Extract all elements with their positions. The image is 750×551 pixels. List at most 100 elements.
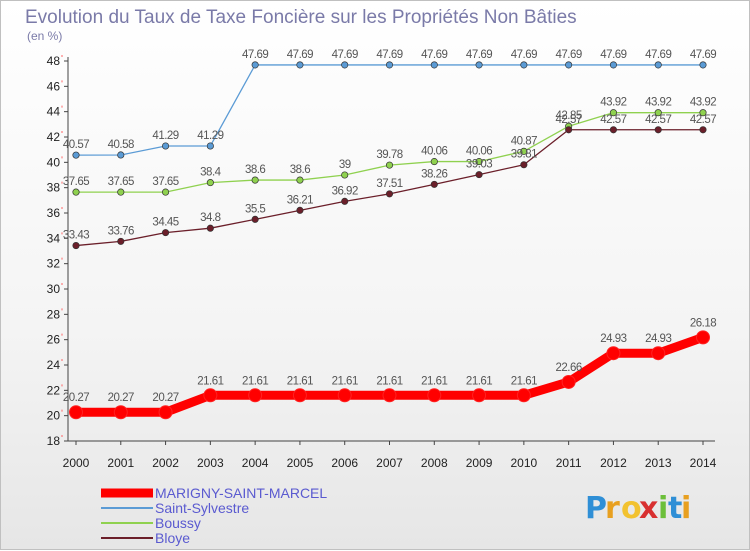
- data-point-saint-sylvestre: [72, 151, 80, 159]
- data-point-bloye: [251, 215, 259, 223]
- data-point-saint-sylvestre: [117, 151, 125, 159]
- y-tick-label: 34: [47, 231, 61, 245]
- x-tick-label: 2000: [63, 456, 90, 470]
- logo-letter: t: [668, 491, 682, 526]
- data-label-marigny-saint-marcel: 20.27: [108, 392, 134, 404]
- data-point-marigny-saint-marcel: [248, 388, 263, 403]
- data-label-marigny-saint-marcel: 20.27: [152, 392, 178, 404]
- data-point-marigny-saint-marcel: [561, 374, 576, 389]
- data-label-saint-sylvestre: 47.69: [242, 49, 268, 61]
- data-label-marigny-saint-marcel: 21.61: [511, 375, 537, 387]
- data-label-boussy: 43.92: [600, 97, 626, 109]
- y-tick-label: 40: [47, 155, 61, 169]
- data-point-saint-sylvestre: [162, 142, 170, 150]
- data-label-saint-sylvestre: 47.69: [511, 49, 537, 61]
- logo-letter: x: [639, 491, 658, 526]
- y-tick-label: 42: [47, 130, 61, 144]
- y-tick-label: 44: [47, 105, 61, 119]
- data-label-bloye: 34.45: [152, 217, 178, 229]
- data-point-saint-sylvestre: [430, 61, 438, 69]
- data-point-marigny-saint-marcel: [69, 405, 83, 420]
- x-tick-label: 2007: [376, 456, 403, 470]
- data-point-marigny-saint-marcel: [516, 388, 531, 403]
- data-point-marigny-saint-marcel: [472, 388, 487, 403]
- chart-title: Evolution du Taux de Taxe Foncière sur l…: [25, 7, 577, 28]
- data-point-marigny-saint-marcel: [696, 330, 710, 345]
- x-tick-label: 2012: [600, 456, 627, 470]
- data-point-bloye: [430, 180, 438, 188]
- x-tick-label: 2014: [690, 456, 717, 470]
- data-point-boussy: [251, 176, 259, 184]
- data-point-saint-sylvestre: [251, 61, 259, 69]
- data-label-bloye: 35.5: [245, 203, 265, 215]
- data-point-saint-sylvestre: [206, 142, 214, 150]
- data-label-boussy: 43.92: [690, 97, 716, 109]
- data-point-bloye: [385, 190, 394, 198]
- x-tick-label: 2010: [511, 456, 538, 470]
- legend-label-boussy: Boussy: [155, 515, 201, 531]
- logo-letter: i: [681, 491, 691, 526]
- data-point-marigny-saint-marcel: [203, 388, 218, 403]
- data-point-bloye: [72, 242, 80, 250]
- data-point-marigny-saint-marcel: [337, 388, 352, 403]
- data-label-boussy: 38.4: [200, 167, 221, 179]
- data-label-marigny-saint-marcel: 22.66: [556, 362, 582, 374]
- data-label-bloye: 42.57: [556, 114, 582, 126]
- data-point-bloye: [699, 126, 707, 134]
- data-point-marigny-saint-marcel: [292, 388, 307, 403]
- data-point-saint-sylvestre: [654, 61, 662, 69]
- data-point-bloye: [475, 171, 483, 179]
- data-label-bloye: 39.03: [466, 159, 492, 171]
- data-point-bloye: [296, 206, 304, 214]
- data-label-boussy: 38.6: [290, 164, 310, 176]
- data-point-bloye: [206, 224, 214, 232]
- logo-letter: P: [585, 491, 607, 526]
- data-label-bloye: 38.26: [421, 168, 447, 180]
- data-point-saint-sylvestre: [520, 61, 528, 69]
- data-point-marigny-saint-marcel: [382, 388, 397, 403]
- logo-letter: o: [621, 491, 642, 526]
- data-point-saint-sylvestre: [565, 61, 573, 69]
- x-tick-label: 2011: [556, 456, 582, 470]
- chart-subtitle: (en %): [27, 29, 62, 43]
- data-point-boussy: [296, 176, 304, 184]
- x-tick-label: 2003: [197, 456, 224, 470]
- data-label-bloye: 37.51: [376, 178, 402, 190]
- data-point-bloye: [520, 161, 528, 169]
- y-tick-label: 38: [47, 181, 61, 195]
- data-label-saint-sylvestre: 47.69: [645, 49, 671, 61]
- data-label-boussy: 43.92: [645, 97, 671, 109]
- data-point-bloye: [609, 126, 617, 134]
- y-tick-label: 48: [47, 54, 61, 68]
- data-point-boussy: [654, 109, 662, 117]
- data-point-marigny-saint-marcel: [427, 388, 442, 403]
- data-label-saint-sylvestre: 47.69: [690, 49, 716, 61]
- y-tick-label: 26: [47, 333, 61, 347]
- data-label-saint-sylvestre: 40.58: [108, 139, 134, 151]
- data-label-marigny-saint-marcel: 21.61: [287, 375, 313, 387]
- data-label-saint-sylvestre: 41.29: [152, 130, 178, 142]
- data-label-marigny-saint-marcel: 24.93: [600, 333, 626, 345]
- data-point-saint-sylvestre: [609, 61, 617, 69]
- data-label-saint-sylvestre: 40.57: [63, 139, 89, 151]
- x-tick-label: 2006: [331, 456, 358, 470]
- data-label-bloye: 36.92: [332, 185, 358, 197]
- data-label-saint-sylvestre: 47.69: [332, 49, 358, 61]
- legend-item-boussy: Boussy: [101, 515, 201, 531]
- data-point-marigny-saint-marcel: [606, 346, 621, 361]
- x-tick-label: 2009: [466, 456, 493, 470]
- series-boussy: 37.65 37.65 37.65 38.4 38.6 38.6 39 39.78 40.06 4…: [63, 97, 717, 196]
- data-point-saint-sylvestre: [385, 61, 394, 69]
- data-point-bloye: [341, 197, 349, 205]
- data-point-boussy: [117, 188, 125, 196]
- data-label-boussy: 40.87: [511, 135, 537, 147]
- legend-item-saint-sylvestre: Saint-Sylvestre: [101, 500, 249, 516]
- data-point-boussy: [609, 109, 617, 117]
- data-label-bloye: 42.57: [690, 114, 716, 126]
- x-tick-label: 2005: [287, 456, 314, 470]
- data-point-boussy: [520, 147, 528, 155]
- data-point-boussy: [430, 158, 438, 166]
- data-point-boussy: [162, 188, 170, 196]
- data-label-bloye: 36.21: [287, 194, 313, 206]
